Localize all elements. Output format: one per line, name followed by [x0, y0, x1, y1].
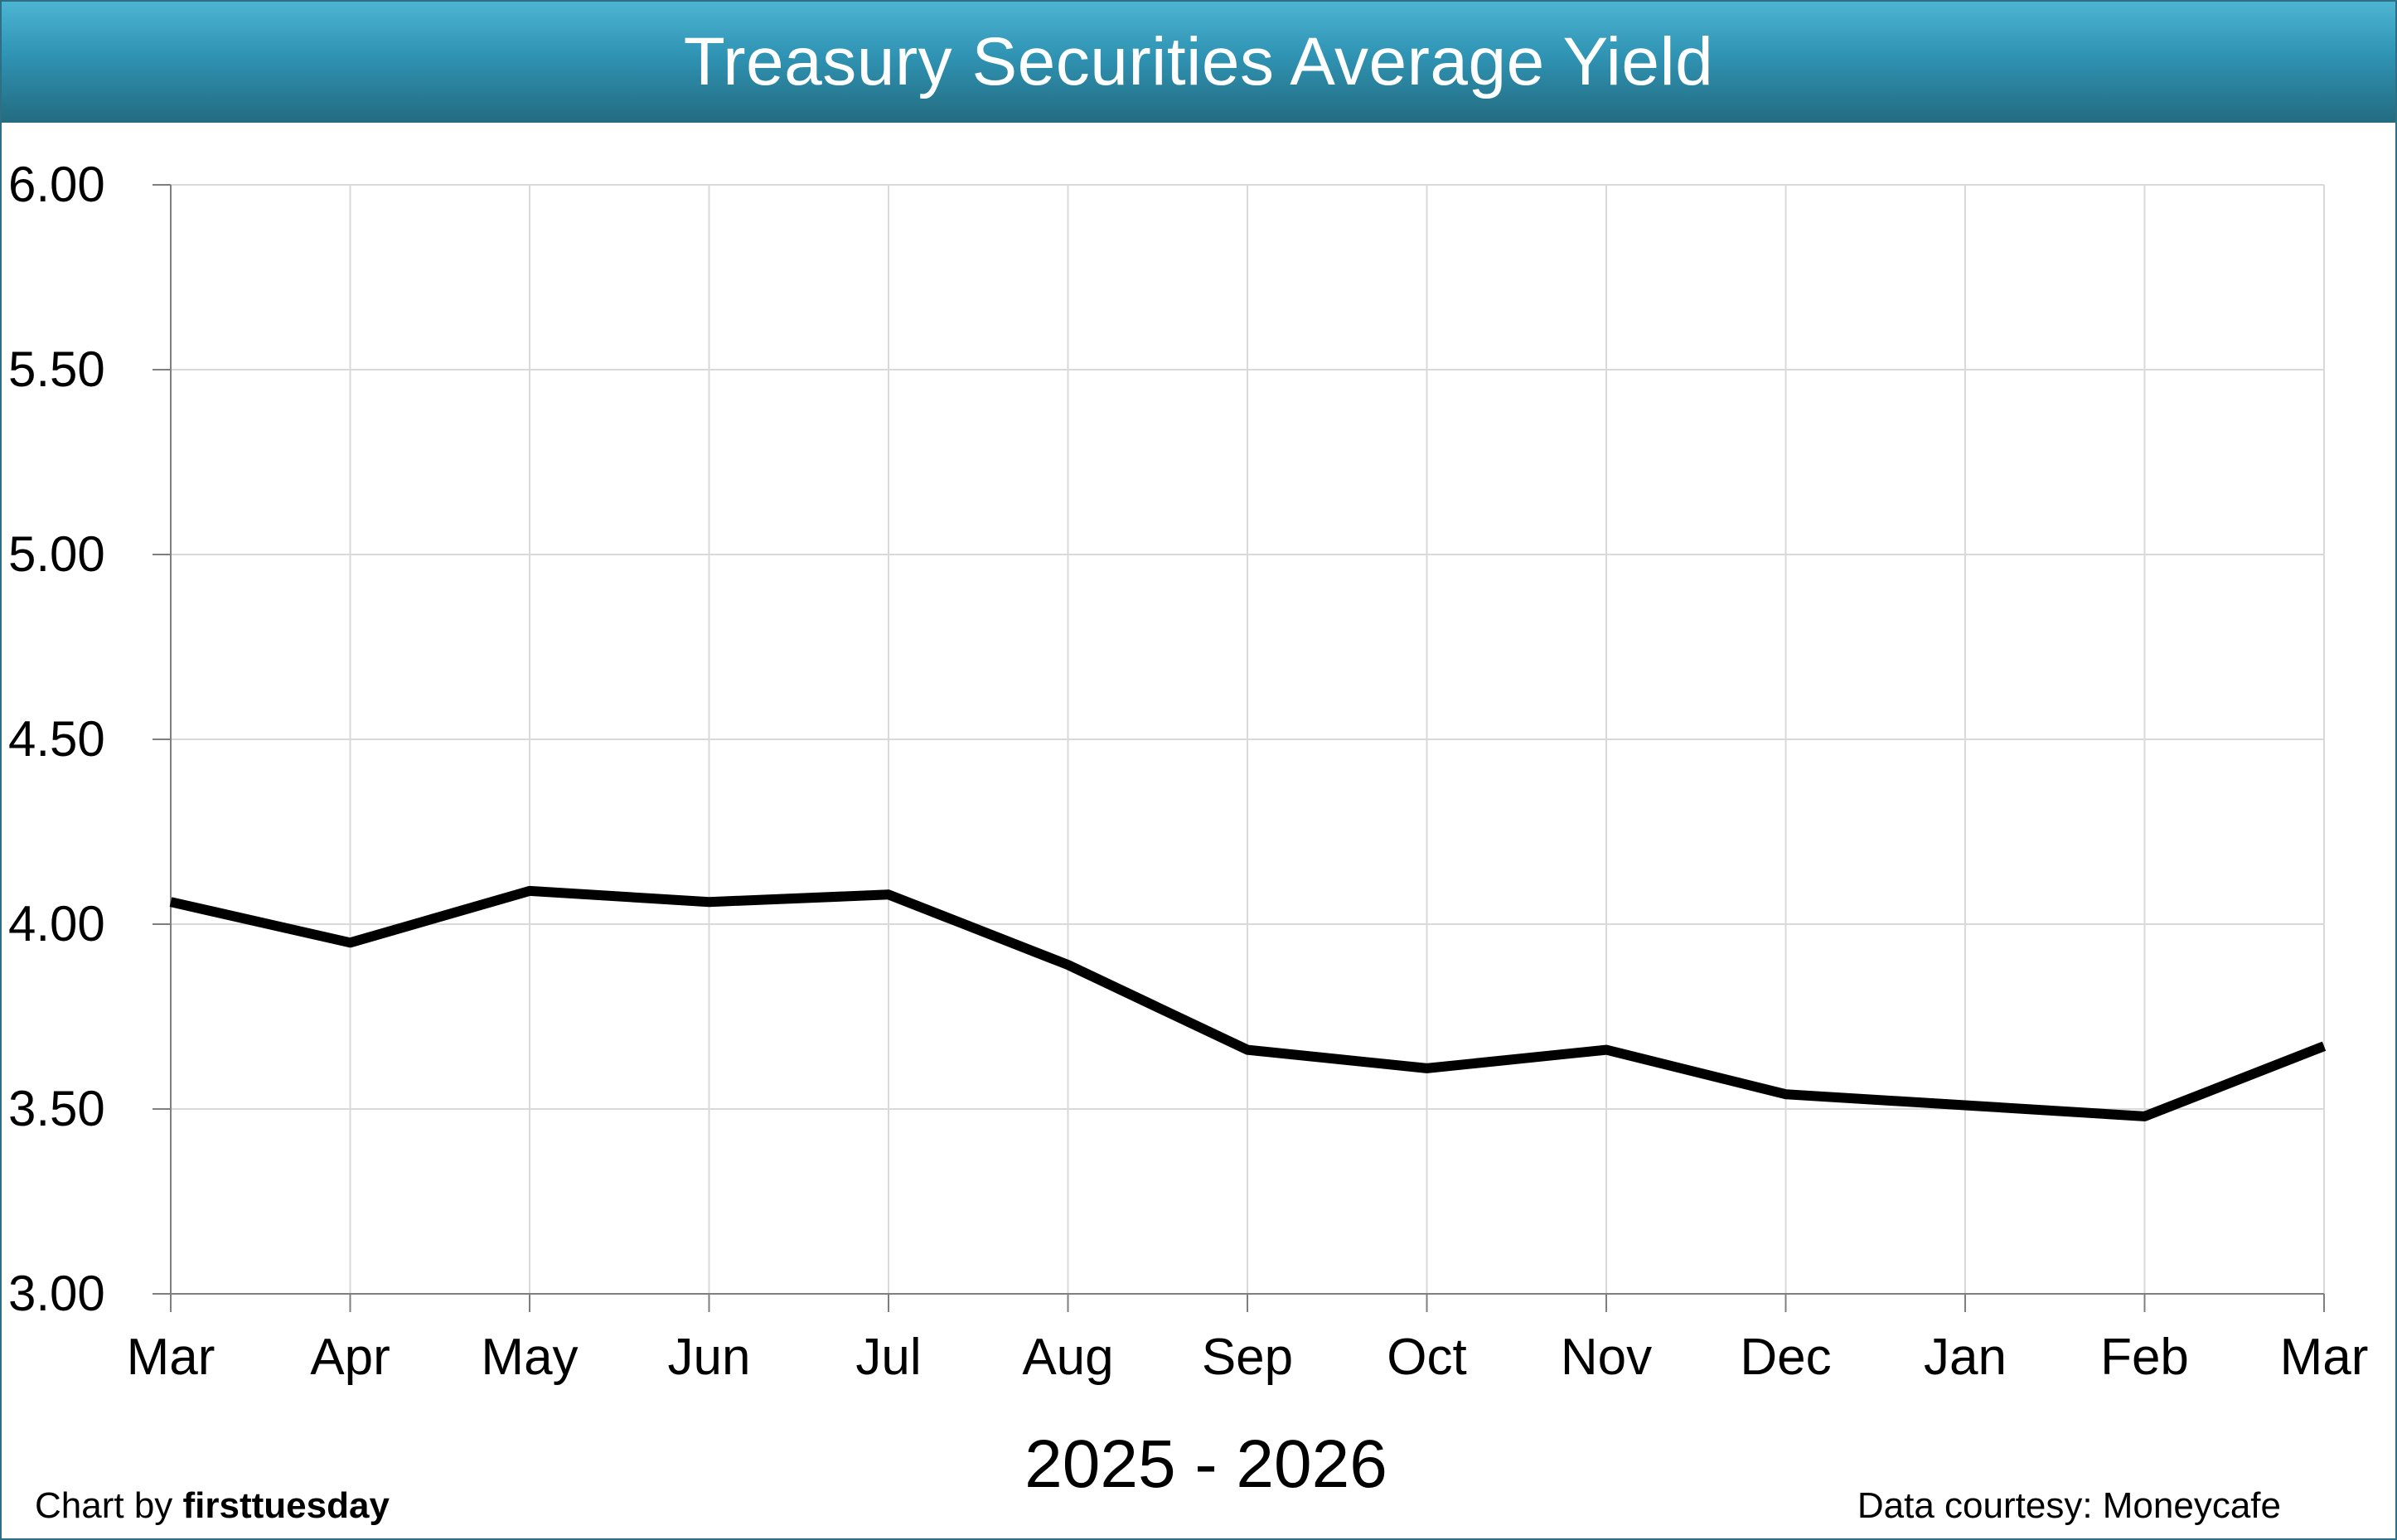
chart-title: Treasury Securities Average Yield: [683, 24, 1714, 99]
x-tick-label: Nov: [1561, 1329, 1652, 1386]
x-tick-label: Jul: [855, 1329, 921, 1386]
x-tick-label: Jun: [668, 1329, 751, 1386]
y-tick-label: 3.50: [8, 1081, 105, 1136]
y-tick-label: 3.00: [8, 1266, 105, 1321]
x-tick-label: Dec: [1740, 1329, 1831, 1386]
chart-credit: Chart by firsttuesday: [35, 1485, 390, 1527]
x-tick-label: Apr: [310, 1329, 390, 1386]
x-axis-label: 2025 - 2026: [1024, 1426, 1387, 1502]
credit-name: firsttuesday: [182, 1485, 390, 1526]
x-tick-label: Mar: [2280, 1329, 2369, 1386]
credit-prefix: Chart by: [35, 1485, 173, 1526]
y-tick-label: 5.00: [8, 526, 105, 582]
x-tick-label: Oct: [1387, 1329, 1466, 1386]
y-tick-label: 4.00: [8, 896, 105, 952]
x-tick-label: Sep: [1202, 1329, 1293, 1386]
x-tick-label: Feb: [2100, 1329, 2189, 1386]
y-tick-label: 4.50: [8, 711, 105, 767]
x-tick-label: May: [481, 1329, 578, 1386]
data-source: Data courtesy: Moneycafe: [1857, 1485, 2281, 1526]
x-tick-label: Jan: [1924, 1329, 2007, 1386]
x-tick-label: Aug: [1022, 1329, 1113, 1386]
y-tick-label: 6.00: [8, 157, 105, 212]
x-tick-label: Mar: [127, 1329, 215, 1386]
chart-header: Treasury Securities Average Yield: [2, 2, 2395, 123]
y-tick-label: 5.50: [8, 341, 105, 397]
